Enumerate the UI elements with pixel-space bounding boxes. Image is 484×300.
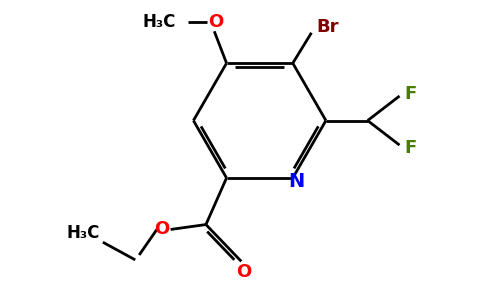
Text: H₃C: H₃C [67,224,100,242]
Text: N: N [288,172,305,191]
Text: O: O [154,220,169,238]
Text: F: F [404,85,416,103]
Text: O: O [208,14,223,32]
Text: F: F [404,139,416,157]
Text: O: O [237,263,252,281]
Text: Br: Br [316,18,338,36]
Text: H₃C: H₃C [142,14,176,32]
